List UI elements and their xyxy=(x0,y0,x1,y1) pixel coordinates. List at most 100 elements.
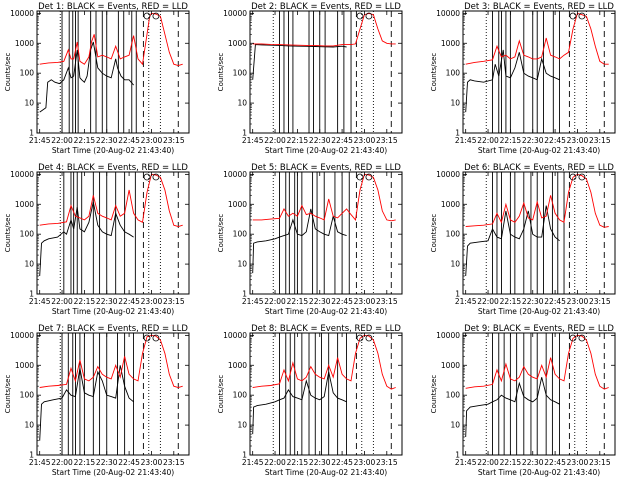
lld-series-line xyxy=(39,12,183,66)
circle-marker xyxy=(143,12,151,20)
circle-marker xyxy=(578,12,586,20)
lld-series-line xyxy=(465,173,609,228)
y-tick-label: 10000 xyxy=(223,9,247,18)
y-tick-label: 10000 xyxy=(436,331,460,340)
x-tick-label: 23:00 xyxy=(354,297,376,306)
x-tick-label: 22:30 xyxy=(309,458,331,467)
chart-title: Det 4: BLACK = Events, RED = LLD xyxy=(38,163,188,173)
x-tick-label: 23:00 xyxy=(354,458,376,467)
x-tick-label: 22:15 xyxy=(287,297,309,306)
x-axis-label: Start Time (20-Aug-02 21:43:40) xyxy=(265,307,387,316)
chart-panel-det-4: Det 4: BLACK = Events, RED = LLD Counts/s… xyxy=(4,163,190,316)
x-tick-label: 22:15 xyxy=(74,136,96,145)
x-tick-label: 22:45 xyxy=(118,136,140,145)
x-tick-label: 22:00 xyxy=(264,136,286,145)
y-tick-label: 1 xyxy=(242,129,247,138)
y-tick-label: 10000 xyxy=(10,9,34,18)
plot-frame xyxy=(36,332,190,456)
circle-marker xyxy=(356,173,364,181)
x-tick-label: 23:00 xyxy=(567,136,589,145)
y-tick-label: 1 xyxy=(455,129,460,138)
x-tick-label: 22:15 xyxy=(500,458,522,467)
circle-marker xyxy=(365,334,373,342)
circle-marker xyxy=(152,173,160,181)
y-tick-label: 1000 xyxy=(441,361,460,370)
x-tick-label: 23:00 xyxy=(141,136,163,145)
circle-marker xyxy=(356,334,364,342)
x-axis-label: Start Time (20-Aug-02 21:43:40) xyxy=(52,307,174,316)
y-tick-label: 1000 xyxy=(441,200,460,209)
x-tick-label: 23:15 xyxy=(589,136,611,145)
chart-title: Det 5: BLACK = Events, RED = LLD xyxy=(251,163,401,173)
chart-title: Det 9: BLACK = Events, RED = LLD xyxy=(464,324,614,334)
x-axis-label: Start Time (20-Aug-02 21:43:40) xyxy=(52,468,174,477)
y-tick-label: 1 xyxy=(455,290,460,299)
x-tick-label: 22:00 xyxy=(51,458,73,467)
plot-frame xyxy=(249,332,403,456)
x-tick-label: 22:00 xyxy=(264,458,286,467)
x-tick-label: 23:15 xyxy=(589,458,611,467)
y-tick-label: 10 xyxy=(237,421,247,430)
x-tick-label: 22:00 xyxy=(477,136,499,145)
y-tick-label: 10000 xyxy=(10,170,34,179)
events-series-line xyxy=(39,201,134,277)
circle-marker xyxy=(365,12,373,20)
lld-series-line xyxy=(252,173,396,222)
y-tick-label: 10 xyxy=(450,99,460,108)
y-tick-label: 1 xyxy=(242,290,247,299)
x-tick-label: 22:30 xyxy=(96,458,118,467)
x-tick-label: 21:45 xyxy=(29,458,51,467)
circle-marker xyxy=(152,334,160,342)
events-series-line xyxy=(465,49,560,113)
y-tick-label: 100 xyxy=(20,230,35,239)
y-axis-label: Counts/sec xyxy=(217,375,225,414)
lld-series-line xyxy=(252,334,396,390)
y-tick-label: 1000 xyxy=(228,200,247,209)
y-tick-label: 10 xyxy=(450,421,460,430)
x-tick-label: 23:00 xyxy=(141,297,163,306)
plot-frame xyxy=(36,10,190,134)
circle-marker xyxy=(143,334,151,342)
y-tick-label: 10000 xyxy=(436,170,460,179)
x-tick-label: 22:00 xyxy=(264,297,286,306)
y-tick-label: 100 xyxy=(233,69,248,78)
x-tick-label: 22:15 xyxy=(500,136,522,145)
chart-title: Det 6: BLACK = Events, RED = LLD xyxy=(464,163,614,173)
y-tick-label: 1000 xyxy=(228,39,247,48)
y-axis-label: Counts/sec xyxy=(430,375,438,414)
chart-panel-det-1: Det 1: BLACK = Events, RED = LLD Counts/s… xyxy=(4,2,190,155)
y-tick-label: 1 xyxy=(29,290,34,299)
chart-panel-det-2: Det 2: BLACK = Events, RED = LLD Counts/s… xyxy=(217,2,403,155)
chart-title: Det 7: BLACK = Events, RED = LLD xyxy=(38,324,188,334)
events-series-line xyxy=(252,208,347,274)
events-series-line xyxy=(252,371,347,435)
chart-panel-det-8: Det 8: BLACK = Events, RED = LLD Counts/s… xyxy=(217,324,403,477)
chart-panel-det-7: Det 7: BLACK = Events, RED = LLD Counts/s… xyxy=(4,324,190,477)
chart-panel-det-9: Det 9: BLACK = Events, RED = LLD Counts/s… xyxy=(430,324,616,477)
x-tick-label: 22:15 xyxy=(500,297,522,306)
x-tick-label: 23:15 xyxy=(163,136,185,145)
x-tick-label: 23:00 xyxy=(141,458,163,467)
events-series-line xyxy=(39,41,134,113)
x-axis-label: Start Time (20-Aug-02 21:43:40) xyxy=(478,146,600,155)
x-tick-label: 22:00 xyxy=(477,458,499,467)
circle-marker xyxy=(569,334,577,342)
y-tick-label: 10 xyxy=(24,99,34,108)
x-tick-label: 23:00 xyxy=(567,297,589,306)
y-axis-label: Counts/sec xyxy=(430,214,438,253)
y-tick-label: 1000 xyxy=(228,361,247,370)
y-tick-label: 10 xyxy=(24,421,34,430)
x-tick-label: 22:15 xyxy=(74,297,96,306)
x-tick-label: 21:45 xyxy=(242,297,264,306)
y-tick-label: 1000 xyxy=(441,39,460,48)
events-series-line xyxy=(465,205,560,277)
y-tick-label: 10 xyxy=(237,99,247,108)
circle-marker xyxy=(578,334,586,342)
x-tick-label: 22:45 xyxy=(544,136,566,145)
x-tick-label: 22:45 xyxy=(331,136,353,145)
x-tick-label: 23:15 xyxy=(589,297,611,306)
chart-title: Det 1: BLACK = Events, RED = LLD xyxy=(38,2,188,12)
x-tick-label: 22:30 xyxy=(522,458,544,467)
y-tick-label: 1 xyxy=(29,129,34,138)
x-tick-label: 22:15 xyxy=(287,136,309,145)
